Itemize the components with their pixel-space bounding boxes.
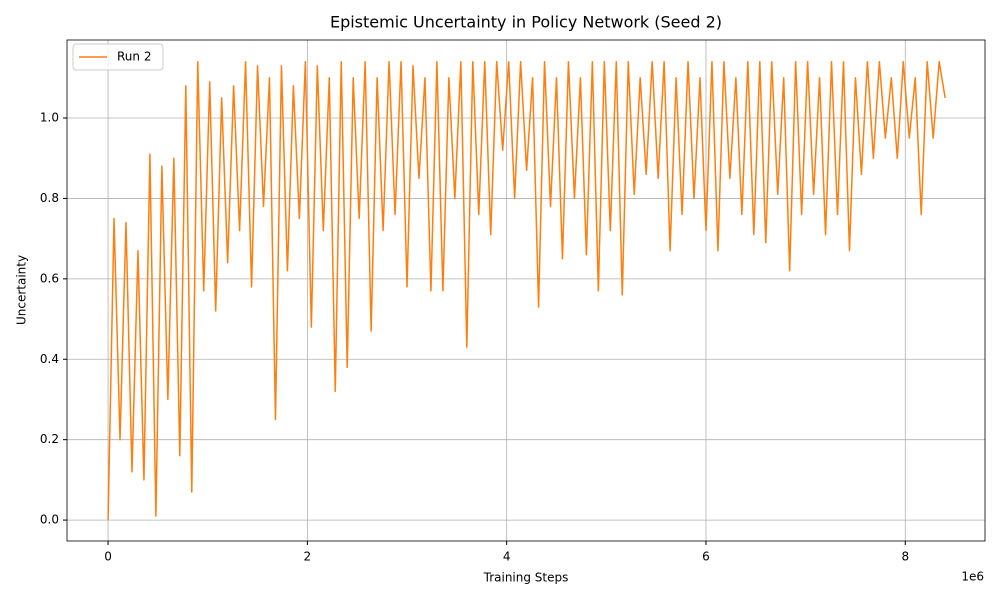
x-tick-label: 8 <box>901 550 909 564</box>
legend-label: Run 2 <box>117 50 151 64</box>
y-tick-label: 0.8 <box>40 191 59 205</box>
x-tick-label: 2 <box>304 550 312 564</box>
x-axis-label: Training Steps <box>483 571 569 585</box>
x-tick-label: 6 <box>702 550 710 564</box>
y-tick-label: 0.0 <box>40 513 59 527</box>
legend-box <box>72 43 164 71</box>
chart-title: Epistemic Uncertainty in Policy Network … <box>330 13 722 32</box>
data-line <box>107 60 946 521</box>
y-tick-label: 1.0 <box>40 111 59 125</box>
x-tick-label: 4 <box>503 550 511 564</box>
x-tick-label: 0 <box>104 550 112 564</box>
y-axis-label: Uncertainty <box>15 255 29 325</box>
y-tick-label: 0.2 <box>40 432 59 446</box>
axes-frame <box>66 39 986 542</box>
x-offset-label: 1e6 <box>961 570 984 584</box>
y-tick-label: 0.4 <box>40 352 59 366</box>
y-tick-label: 0.6 <box>40 271 59 285</box>
